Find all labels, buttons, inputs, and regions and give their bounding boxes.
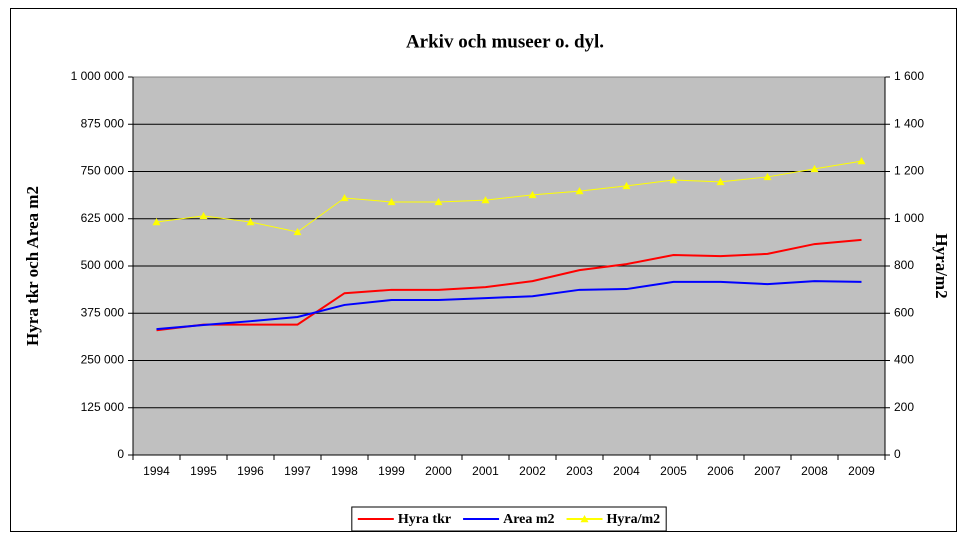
series-line	[156, 280, 862, 331]
y-tick-label: 750 000	[81, 164, 125, 178]
y2-tick-label: 800	[894, 258, 914, 272]
y2-tick-label: 1 200	[894, 164, 924, 178]
y-tick-label: 0	[117, 447, 124, 461]
y2-axis-title: Hyra/m2	[932, 233, 951, 298]
point-marker	[199, 211, 208, 220]
x-tick-label: 2002	[519, 464, 546, 478]
y-tick-label: 375 000	[81, 305, 125, 319]
y2-tick-label: 1 000	[894, 211, 924, 225]
point-marker	[387, 197, 396, 206]
x-tick-label: 1995	[190, 464, 217, 478]
legend: Hyra tkr Area m2 Hyra/m2	[351, 506, 667, 532]
chart-title: Arkiv och museer o. dyl.	[406, 31, 604, 52]
point-marker	[528, 190, 537, 199]
series-line	[156, 160, 862, 233]
point-marker	[152, 218, 161, 226]
x-tick-label: 2005	[660, 464, 687, 478]
y-tick-label: 500 000	[81, 258, 125, 272]
point-marker	[810, 164, 819, 173]
x-tick-label: 2001	[472, 464, 499, 478]
point-marker	[481, 196, 490, 204]
y-tick-label: 875 000	[81, 116, 125, 130]
point-marker	[669, 176, 678, 184]
y-axis-title: Hyra tkr och Area m2	[23, 186, 42, 346]
point-marker	[763, 172, 772, 181]
x-tick-label: 1996	[237, 464, 264, 478]
legend-marker	[580, 515, 589, 523]
point-marker	[340, 193, 349, 202]
y-tick-label: 1 000 000	[71, 69, 125, 83]
y2-tick-label: 1 400	[894, 116, 924, 130]
point-marker	[857, 157, 866, 165]
legend-label: Hyra/m2	[607, 512, 661, 527]
y2-tick-label: 1 600	[894, 69, 924, 83]
y2-tick-label: 600	[894, 305, 914, 319]
y-tick-label: 250 000	[81, 353, 125, 367]
x-tick-label: 2009	[848, 464, 875, 478]
x-tick-label: 1998	[331, 464, 358, 478]
legend-box	[351, 506, 667, 532]
y2-tick-label: 400	[894, 353, 914, 367]
series-line	[156, 238, 862, 332]
point-marker	[293, 227, 302, 236]
x-tick-label: 1994	[143, 464, 170, 478]
x-tick-label: 2007	[754, 464, 781, 478]
x-tick-label: 2000	[425, 464, 452, 478]
x-tick-label: 1999	[378, 464, 405, 478]
y-tick-label: 625 000	[81, 211, 125, 225]
y2-tick-label: 0	[894, 447, 901, 461]
y2-tick-label: 200	[894, 400, 914, 414]
x-tick-label: 2004	[613, 464, 640, 478]
point-marker	[716, 177, 725, 186]
legend-label: Hyra tkr	[398, 512, 451, 527]
y-tick-label: 125 000	[81, 400, 125, 414]
x-tick-label: 1997	[284, 464, 311, 478]
x-tick-label: 2003	[566, 464, 593, 478]
point-marker	[246, 218, 255, 226]
point-marker	[622, 181, 631, 190]
x-tick-label: 2006	[707, 464, 734, 478]
point-marker	[434, 197, 443, 206]
legend-label: Area m2	[503, 512, 554, 527]
point-marker	[575, 187, 584, 195]
x-tick-label: 2008	[801, 464, 828, 478]
